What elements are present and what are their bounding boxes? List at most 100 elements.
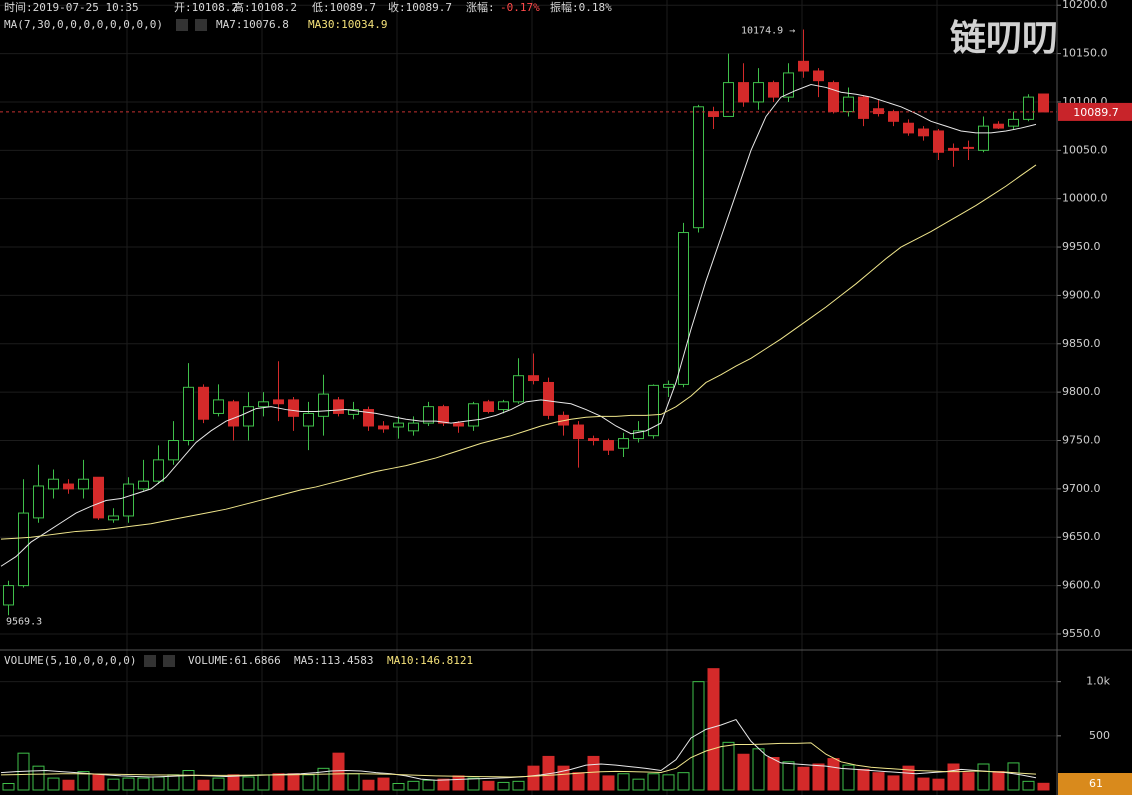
candle-body (648, 384, 659, 437)
volume-bar (2, 783, 15, 791)
volume-bar (962, 772, 975, 791)
volume-bar (602, 775, 615, 791)
candle-body (873, 108, 884, 115)
info-change: -0.17% (500, 1, 540, 14)
candle-body (198, 386, 209, 420)
volume-legend-item: MA10:146.8121 (387, 654, 473, 667)
volume-bar (767, 757, 780, 791)
high-annotation: 10174.9 → (741, 26, 795, 37)
candle-body (378, 425, 389, 430)
candle-body (678, 232, 689, 385)
candle-body (948, 147, 959, 151)
volume-bar (197, 779, 210, 791)
last-price-label: 10089.7 (1073, 106, 1119, 119)
ma-legend: MA(7,30,0,0,0,0,0,0,0,0) MA7:10076.8 MA3… (4, 18, 387, 31)
ma-line (0, 718, 1037, 781)
candle-body (633, 430, 644, 440)
candle-body (618, 438, 629, 449)
volume-bar (797, 766, 810, 791)
y-tick-label: 9800.0 (1062, 385, 1101, 398)
volume-bar (287, 773, 300, 791)
info-item: 收:10089.7 (388, 0, 452, 14)
candle-body (333, 399, 344, 414)
volume-bar (467, 777, 480, 791)
volume-tick-label: 1.0k (1086, 675, 1110, 688)
volume-bar (137, 777, 150, 791)
volume-bar (362, 779, 375, 791)
candle-body (723, 82, 734, 117)
volume-bar (62, 779, 75, 791)
candle-body (828, 82, 839, 113)
info-item: 高:10108.2 (233, 0, 297, 14)
candle-body (513, 375, 524, 403)
candle-body (738, 82, 749, 103)
volume-bar (647, 773, 660, 791)
ma-legend-item: MA7:10076.8 (216, 18, 289, 31)
candle-body (63, 483, 74, 490)
volume-bar (77, 771, 90, 791)
close-icon[interactable] (195, 19, 207, 31)
ma-line (0, 164, 1037, 540)
volume-bar (257, 774, 270, 791)
volume-legend-item: VOLUME:61.6866 (188, 654, 281, 667)
volume-bar (332, 752, 345, 791)
volume-bar (407, 780, 420, 791)
volume-bar (512, 780, 525, 791)
candle-body (228, 401, 239, 427)
candle-body (528, 375, 539, 382)
candle-body (573, 424, 584, 440)
candle-body (348, 409, 359, 415)
volume-bar (587, 755, 600, 791)
candle-body (483, 401, 494, 412)
settings-icon[interactable] (144, 655, 156, 667)
volume-bar (1007, 762, 1020, 791)
settings-icon[interactable] (176, 19, 188, 31)
volume-bar (812, 763, 825, 791)
volume-bar (107, 778, 120, 791)
volume-bar (452, 775, 465, 791)
volume-bar (317, 767, 330, 791)
candle-body (93, 476, 104, 519)
y-tick-label: 9650.0 (1062, 530, 1101, 543)
volume-bar (827, 758, 840, 791)
volume-bar (422, 779, 435, 791)
ma-legend-item: MA30:10034.9 (308, 18, 387, 31)
candle-body (978, 125, 989, 151)
volume-bar (92, 774, 105, 791)
volume-bar (707, 668, 720, 791)
y-tick-label: 9850.0 (1062, 337, 1101, 350)
y-tick-label: 10000.0 (1062, 192, 1108, 205)
info-item: 低:10089.7 (312, 1, 376, 14)
volume-bar (752, 748, 765, 791)
candle-body (783, 72, 794, 98)
volume-bar (617, 773, 630, 791)
candle-body (858, 96, 869, 119)
candle-body (603, 440, 614, 451)
candle-body (273, 399, 284, 405)
volume-bar (992, 771, 1005, 791)
y-tick-label: 10150.0 (1062, 47, 1108, 60)
volume-bar (677, 772, 690, 791)
y-tick-label: 9750.0 (1062, 434, 1101, 447)
candle-body (768, 82, 779, 98)
candle-body (423, 406, 434, 424)
last-price-tag (1058, 102, 1132, 121)
volume-bar (497, 781, 510, 791)
volume-bar (347, 773, 360, 791)
candle-body (78, 478, 89, 490)
candle-body (753, 82, 764, 103)
volume-legend-item: MA5:113.4583 (294, 654, 373, 667)
volume-bar (32, 765, 45, 791)
volume-bar (122, 777, 135, 791)
volume-bar (47, 777, 60, 791)
candle-body (918, 128, 929, 137)
volume-bar (392, 783, 405, 791)
volume-bar (932, 778, 945, 791)
volume-bar (737, 753, 750, 791)
ma-legend-title: MA(7,30,0,0,0,0,0,0,0,0) (4, 18, 163, 31)
plot (0, 4, 1061, 791)
candle-body (588, 438, 599, 442)
close-icon[interactable] (163, 655, 175, 667)
volume-bar (692, 681, 705, 791)
volume-legend-title: VOLUME(5,10,0,0,0,0) (4, 654, 136, 667)
